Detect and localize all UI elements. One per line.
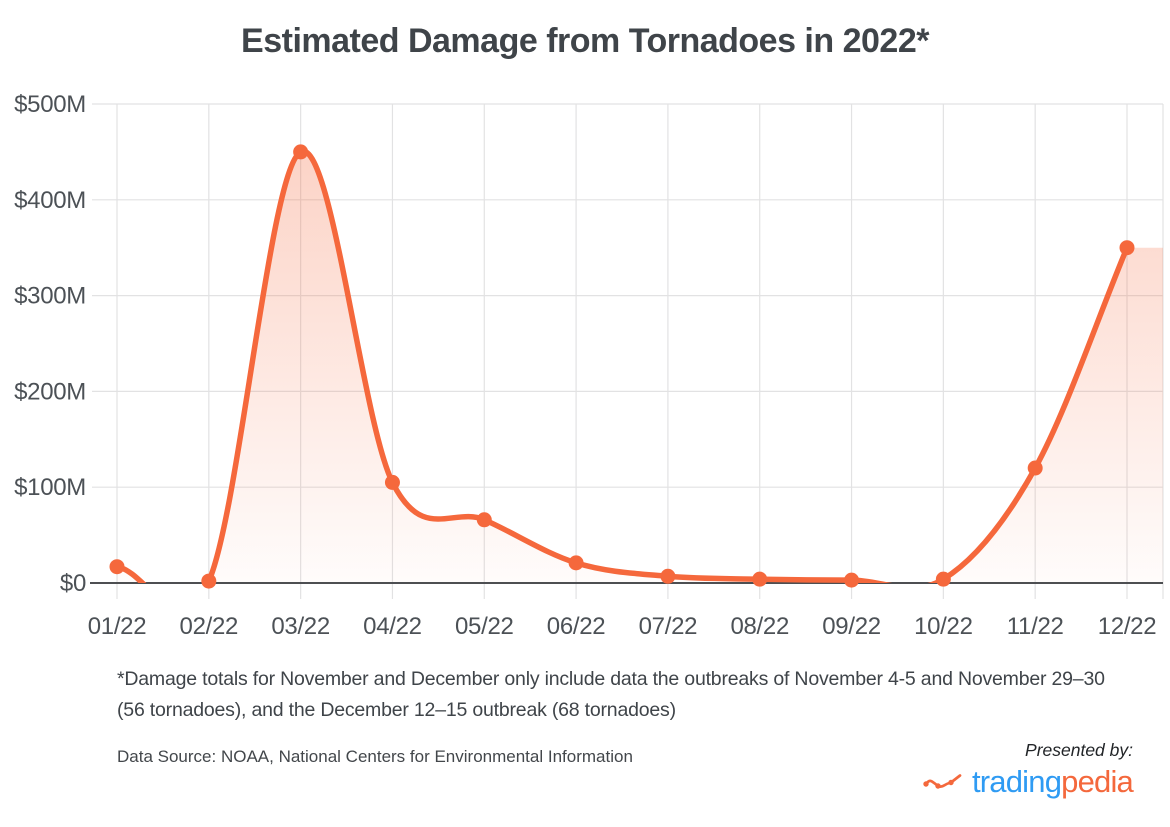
x-tick-label: 11/22 xyxy=(1007,613,1064,640)
data-point[interactable] xyxy=(935,571,951,587)
data-source: Data Source: NOAA, National Centers for … xyxy=(117,747,633,766)
x-tick-label: 05/22 xyxy=(455,613,514,640)
data-point[interactable] xyxy=(752,571,768,587)
data-point[interactable] xyxy=(109,559,125,575)
tradingpedia-logo[interactable]: tradingpedia xyxy=(923,764,1134,799)
y-tick-label: $500M xyxy=(14,91,86,118)
x-tick-label: 07/22 xyxy=(639,613,698,640)
chart-title: Estimated Damage from Tornadoes in 2022* xyxy=(241,22,929,60)
x-tick-label: 09/22 xyxy=(822,613,881,640)
x-tick-label: 01/22 xyxy=(88,613,147,640)
x-tick-label: 10/22 xyxy=(914,613,973,640)
logo-wordmark: tradingpedia xyxy=(971,764,1134,799)
line-chart-icon xyxy=(923,773,962,789)
x-tick-label: 02/22 xyxy=(180,613,239,640)
data-point[interactable] xyxy=(384,474,400,490)
y-tick-label: $200M xyxy=(14,378,86,405)
series-line xyxy=(114,148,1130,583)
data-point[interactable] xyxy=(201,573,217,589)
y-tick-label: $0 xyxy=(60,570,86,597)
data-point[interactable] xyxy=(1027,460,1043,476)
area-fill xyxy=(117,151,1163,583)
data-point[interactable] xyxy=(293,144,309,160)
x-tick-label: 06/22 xyxy=(547,613,606,640)
logo-text-trading: trading xyxy=(971,764,1062,799)
footnote: *Damage totals for November and December… xyxy=(117,668,1105,721)
y-tick-label: $400M xyxy=(14,187,86,214)
damage-chart: $0 $100M $200M $300M $400M $500M 01/22 02/22 03/… xyxy=(14,91,1164,640)
y-tick-label: $100M xyxy=(14,474,86,501)
data-point[interactable] xyxy=(844,572,860,588)
x-tick-label: 12/22 xyxy=(1098,613,1157,640)
x-tick-label: 08/22 xyxy=(730,613,789,640)
y-tick-label: $300M xyxy=(14,283,86,310)
logo-text-pedia: pedia xyxy=(1061,764,1134,799)
data-point[interactable] xyxy=(568,555,584,571)
data-point[interactable] xyxy=(660,568,676,584)
x-tick-label: 03/22 xyxy=(271,613,330,640)
data-point[interactable] xyxy=(476,512,492,528)
x-tick-label: 04/22 xyxy=(363,613,422,640)
data-point[interactable] xyxy=(1119,240,1135,256)
presented-by-label: Presented by: xyxy=(1025,740,1133,760)
